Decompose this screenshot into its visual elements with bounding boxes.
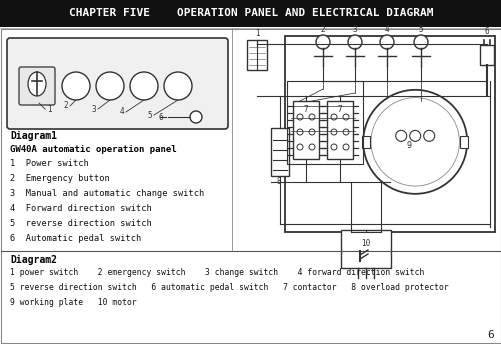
Circle shape	[342, 144, 348, 150]
Text: 6: 6	[486, 330, 493, 340]
Circle shape	[330, 129, 336, 135]
Text: 6: 6	[158, 112, 163, 121]
Circle shape	[309, 114, 314, 120]
Text: 6: 6	[484, 26, 488, 35]
Text: 10: 10	[361, 239, 370, 248]
Circle shape	[423, 130, 434, 141]
Text: 1: 1	[254, 30, 259, 39]
Circle shape	[164, 72, 191, 100]
Text: Diagram1: Diagram1	[10, 131, 57, 141]
Circle shape	[347, 35, 361, 49]
Circle shape	[413, 35, 427, 49]
Circle shape	[395, 130, 406, 141]
Text: CHAPTER FIVE    OPERATION PANEL AND ELECTRICAL DIAGRAM: CHAPTER FIVE OPERATION PANEL AND ELECTRI…	[69, 8, 432, 18]
Bar	[340, 230, 390, 268]
Text: 2  Emergency button: 2 Emergency button	[10, 174, 110, 183]
Circle shape	[342, 114, 348, 120]
Text: 4  Forward direction switch: 4 Forward direction switch	[10, 204, 151, 213]
Bar	[287, 81, 362, 164]
Text: 2: 2	[320, 24, 325, 33]
Text: 1  Power switch: 1 Power switch	[10, 159, 89, 168]
Circle shape	[379, 35, 393, 49]
Circle shape	[330, 144, 336, 150]
Text: 9: 9	[406, 141, 411, 150]
Text: 3: 3	[352, 24, 357, 33]
Circle shape	[409, 130, 420, 141]
Circle shape	[342, 129, 348, 135]
Circle shape	[363, 90, 466, 194]
Circle shape	[297, 114, 303, 120]
Text: 7: 7	[337, 105, 342, 114]
Circle shape	[62, 72, 90, 100]
Bar	[362, 136, 369, 148]
Text: 8: 8	[276, 178, 281, 186]
Circle shape	[315, 35, 329, 49]
Text: 1: 1	[47, 105, 52, 114]
Text: 4: 4	[384, 24, 389, 33]
Bar	[326, 101, 352, 159]
Bar	[479, 45, 493, 65]
FancyBboxPatch shape	[19, 67, 55, 105]
Circle shape	[130, 72, 158, 100]
Text: 5 reverse direction switch   6 automatic pedal switch   7 contactor   8 overload: 5 reverse direction switch 6 automatic p…	[10, 283, 448, 292]
Circle shape	[309, 144, 314, 150]
Text: 5: 5	[418, 24, 422, 33]
Text: 2: 2	[63, 101, 68, 110]
Ellipse shape	[28, 72, 46, 96]
Text: 6  Automatic pedal switch: 6 Automatic pedal switch	[10, 234, 141, 243]
Text: 5: 5	[147, 110, 152, 119]
Text: 1 power switch    2 emergency switch    3 change switch    4 forward direction s: 1 power switch 2 emergency switch 3 chan…	[10, 268, 423, 277]
Bar	[459, 136, 467, 148]
Text: GW40A automatic operation panel: GW40A automatic operation panel	[10, 145, 176, 154]
Circle shape	[297, 129, 303, 135]
Circle shape	[309, 129, 314, 135]
Circle shape	[297, 144, 303, 150]
Text: Diagram2: Diagram2	[10, 255, 57, 265]
Bar	[246, 40, 267, 70]
Bar	[293, 101, 318, 159]
Text: 7: 7	[303, 105, 308, 114]
Bar	[271, 128, 289, 176]
Circle shape	[330, 114, 336, 120]
Circle shape	[96, 72, 124, 100]
Text: 4: 4	[119, 107, 124, 117]
Bar	[0, 0, 501, 27]
Text: 3: 3	[91, 105, 96, 114]
Text: 5  reverse direction switch: 5 reverse direction switch	[10, 219, 151, 228]
Text: 9 working plate   10 motor: 9 working plate 10 motor	[10, 298, 136, 307]
Circle shape	[189, 111, 201, 123]
Text: 3  Manual and automatic change switch: 3 Manual and automatic change switch	[10, 189, 204, 198]
FancyBboxPatch shape	[7, 38, 227, 129]
Bar	[285, 36, 494, 232]
